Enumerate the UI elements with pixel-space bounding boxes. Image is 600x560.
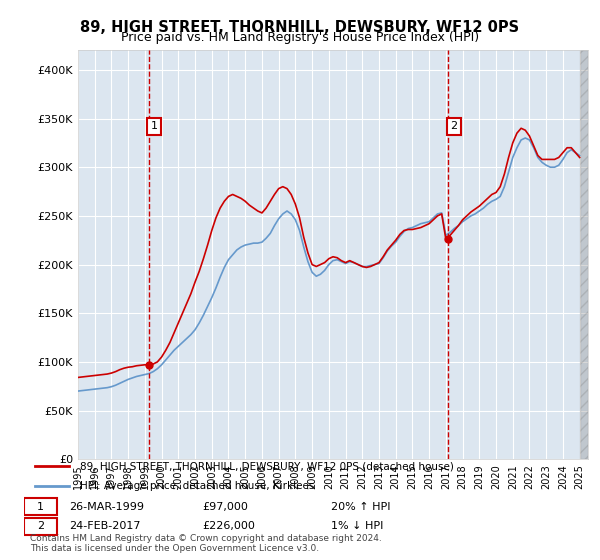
Bar <box>580 50 588 459</box>
Text: HPI: Average price, detached house, Kirklees: HPI: Average price, detached house, Kirk… <box>80 481 314 491</box>
Text: 1% ↓ HPI: 1% ↓ HPI <box>331 521 383 531</box>
Text: 1: 1 <box>37 502 44 511</box>
Text: 26-MAR-1999: 26-MAR-1999 <box>68 502 143 511</box>
Text: 24-FEB-2017: 24-FEB-2017 <box>68 521 140 531</box>
Text: 20% ↑ HPI: 20% ↑ HPI <box>331 502 391 511</box>
Text: 89, HIGH STREET, THORNHILL, DEWSBURY, WF12 0PS: 89, HIGH STREET, THORNHILL, DEWSBURY, WF… <box>80 20 520 35</box>
Text: 89, HIGH STREET, THORNHILL, DEWSBURY, WF12 0PS (detached house): 89, HIGH STREET, THORNHILL, DEWSBURY, WF… <box>80 461 454 471</box>
Text: 2: 2 <box>450 122 457 132</box>
Text: 2: 2 <box>37 521 44 531</box>
Text: Price paid vs. HM Land Registry's House Price Index (HPI): Price paid vs. HM Land Registry's House … <box>121 31 479 44</box>
FancyBboxPatch shape <box>24 498 58 515</box>
Text: £226,000: £226,000 <box>203 521 256 531</box>
Text: Contains HM Land Registry data © Crown copyright and database right 2024.
This d: Contains HM Land Registry data © Crown c… <box>30 534 382 553</box>
Text: £97,000: £97,000 <box>203 502 248 511</box>
Text: 1: 1 <box>151 122 157 132</box>
FancyBboxPatch shape <box>24 518 58 535</box>
